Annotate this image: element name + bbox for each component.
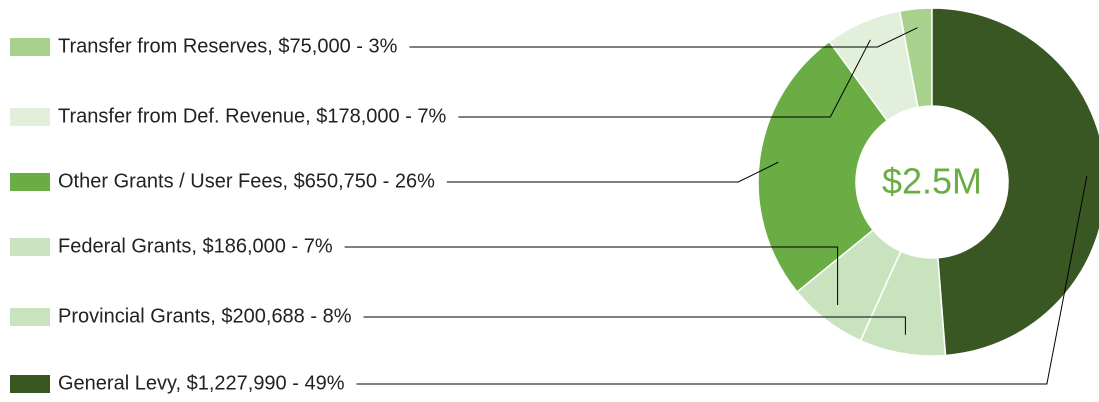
leader-line <box>458 39 871 118</box>
legend-swatch <box>10 38 50 56</box>
leader-line <box>344 246 839 305</box>
legend-label: Federal Grants, $186,000 - 7% <box>58 235 333 257</box>
legend-label: Transfer from Reserves, $75,000 - 3% <box>58 35 398 57</box>
legend-swatch <box>10 375 50 393</box>
legend: Transfer from Reserves, $75,000 - 3% Tran… <box>10 27 1088 394</box>
slice <box>931 7 1099 357</box>
legend-swatch <box>10 238 50 256</box>
leader-line <box>356 175 1088 385</box>
legend-label: General Levy, $1,227,990 - 49% <box>58 372 345 394</box>
slice <box>859 250 947 357</box>
center-label: $2.5M <box>882 161 982 202</box>
leader-line <box>363 316 906 335</box>
slice <box>757 40 889 293</box>
legend-label: Other Grants / User Fees, $650,750 - 26% <box>58 170 435 192</box>
leader-line <box>409 27 918 48</box>
legend-label: Provincial Grants, $200,688 - 8% <box>58 305 352 327</box>
legend-swatch <box>10 173 50 191</box>
leader-line <box>446 161 779 183</box>
legend-swatch <box>10 308 50 326</box>
legend-label: Transfer from Def. Revenue, $178,000 - 7… <box>58 105 447 127</box>
legend-swatch <box>10 108 50 126</box>
slice <box>796 228 902 342</box>
